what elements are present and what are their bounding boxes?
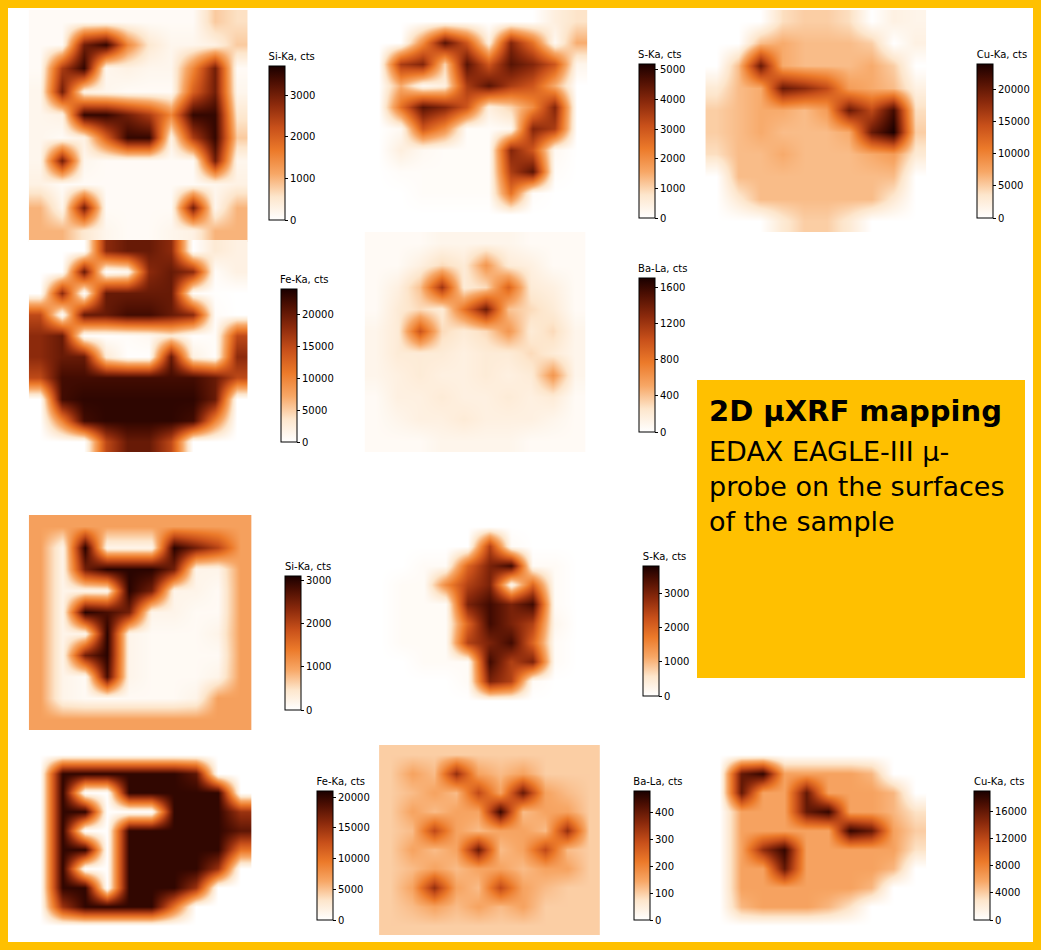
svg-text:0: 0 [338, 915, 344, 926]
svg-text:10000: 10000 [998, 148, 1030, 159]
svg-text:3000: 3000 [660, 124, 685, 135]
svg-text:Si-Ka, cts: Si-Ka, cts [269, 51, 315, 62]
svg-text:1000: 1000 [664, 656, 689, 667]
svg-text:S-Ka, cts: S-Ka, cts [638, 49, 681, 60]
svg-text:Cu-Ka, cts: Cu-Ka, cts [977, 49, 1027, 60]
svg-text:400: 400 [655, 807, 674, 818]
svg-text:15000: 15000 [998, 116, 1030, 127]
svg-text:Si-Ka, cts: Si-Ka, cts [285, 561, 331, 572]
svg-text:300: 300 [655, 834, 674, 845]
svg-text:20000: 20000 [302, 309, 334, 320]
svg-text:5000: 5000 [302, 405, 327, 416]
svg-text:3000: 3000 [664, 588, 689, 599]
svg-text:800: 800 [660, 354, 679, 365]
svg-text:1000: 1000 [660, 183, 685, 194]
svg-text:3000: 3000 [290, 90, 315, 101]
svg-text:Ba-La, cts: Ba-La, cts [633, 776, 682, 787]
svg-text:0: 0 [660, 213, 666, 224]
svg-text:1200: 1200 [660, 318, 685, 329]
svg-text:20000: 20000 [998, 84, 1030, 95]
svg-text:Fe-Ka, cts: Fe-Ka, cts [317, 776, 365, 787]
svg-text:4000: 4000 [995, 887, 1020, 898]
svg-text:1000: 1000 [306, 661, 331, 672]
html-text:EDAX EAGLE-III µ-probe on the: EDAX EAGLE-III µ-probe on the surfaces o… [709, 436, 1005, 538]
svg-text:10000: 10000 [338, 853, 370, 864]
svg-text:2000: 2000 [306, 618, 331, 629]
svg-text:1000: 1000 [290, 173, 315, 184]
html-text:2D µXRF mapping: 2D µXRF mapping [709, 394, 1002, 428]
svg-text:200: 200 [655, 861, 674, 872]
svg-text:5000: 5000 [998, 180, 1023, 191]
svg-text:8000: 8000 [995, 860, 1020, 871]
svg-text:0: 0 [664, 691, 670, 702]
svg-text:15000: 15000 [302, 341, 334, 352]
svg-text:3000: 3000 [306, 575, 331, 586]
svg-text:Ba-La, cts: Ba-La, cts [638, 263, 687, 274]
svg-text:0: 0 [306, 705, 312, 716]
svg-text:Cu-Ka, cts: Cu-Ka, cts [974, 776, 1024, 787]
svg-text:100: 100 [655, 888, 674, 899]
svg-text:1600: 1600 [660, 282, 685, 293]
svg-text:16000: 16000 [995, 806, 1027, 817]
svg-text:0: 0 [998, 213, 1004, 224]
svg-text:5000: 5000 [660, 64, 685, 75]
svg-text:2000: 2000 [290, 131, 315, 142]
svg-text:Fe-Ka, cts: Fe-Ka, cts [280, 274, 328, 285]
svg-text:5000: 5000 [338, 884, 363, 895]
svg-text:400: 400 [660, 390, 679, 401]
svg-text:2000: 2000 [660, 153, 685, 164]
svg-text:0: 0 [660, 427, 666, 438]
svg-text:10000: 10000 [302, 373, 334, 384]
svg-text:15000: 15000 [338, 822, 370, 833]
svg-text:0: 0 [290, 215, 296, 226]
svg-text:2000: 2000 [664, 622, 689, 633]
svg-text:4000: 4000 [660, 94, 685, 105]
svg-text:0: 0 [302, 437, 308, 448]
svg-text:S-Ka, cts: S-Ka, cts [643, 551, 686, 562]
svg-text:20000: 20000 [338, 792, 370, 803]
svg-text:12000: 12000 [995, 833, 1027, 844]
svg-text:0: 0 [995, 915, 1001, 926]
svg-text:0: 0 [655, 915, 661, 926]
